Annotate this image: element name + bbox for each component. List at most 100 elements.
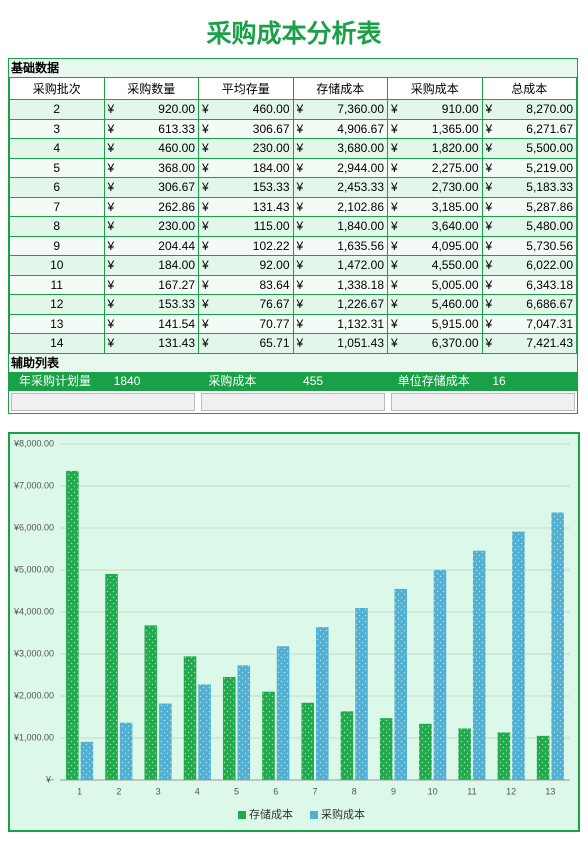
currency: ¥	[391, 316, 398, 331]
currency: ¥	[202, 316, 209, 331]
currency: ¥	[391, 141, 398, 156]
amount: 6,343.18	[526, 277, 573, 292]
currency: ¥	[391, 238, 398, 253]
money: ¥5,183.33	[486, 180, 574, 194]
amount: 6,686.67	[526, 297, 573, 312]
table-row: 7 ¥262.86 ¥131.43 ¥2,102.86 ¥3,185.00 ¥5,287.…	[9, 196, 577, 217]
y-tick-label: ¥8,000.00	[13, 438, 54, 448]
amount: 6,370.00	[431, 336, 479, 351]
currency: ¥	[391, 160, 398, 175]
amount: 4,095.00	[431, 238, 479, 253]
table-row: 12 ¥153.33 ¥76.67 ¥1,226.67 ¥5,460.00 ¥6,686.…	[9, 294, 577, 315]
money: ¥1,051.43	[297, 336, 385, 350]
y-tick-label: ¥4,000.00	[13, 606, 54, 616]
currency: ¥	[202, 102, 209, 117]
table-row: 3 ¥613.33 ¥306.67 ¥4,906.67 ¥1,365.00 ¥6,271.…	[9, 118, 577, 139]
currency: ¥	[202, 199, 209, 214]
table-row: 14 ¥131.43 ¥65.71 ¥1,051.43 ¥6,370.00 ¥7,421.…	[9, 333, 577, 354]
amount: 460.00	[252, 102, 290, 117]
column-header: 平均存量	[198, 77, 294, 100]
currency: ¥	[485, 121, 493, 136]
cell: ¥65.71	[198, 333, 294, 354]
money: ¥141.54	[108, 317, 196, 331]
cell: 14	[9, 333, 105, 354]
scrollbar[interactable]	[11, 392, 195, 411]
money: ¥2,944.00	[297, 161, 385, 175]
cell: ¥910.00	[387, 99, 483, 120]
scrollbars	[9, 390, 577, 413]
cell: ¥4,550.00	[387, 255, 483, 276]
table-row: 11 ¥167.27 ¥83.64 ¥1,338.18 ¥5,005.00 ¥6,343.…	[9, 274, 577, 295]
cell: ¥7,421.43	[481, 333, 577, 354]
cell: ¥167.27	[103, 274, 199, 295]
bar	[340, 711, 354, 780]
money: ¥4,550.00	[391, 258, 479, 272]
currency: ¥	[296, 336, 304, 351]
cell: 5	[9, 157, 105, 178]
money: ¥2,102.86	[297, 200, 385, 214]
money: ¥131.43	[108, 336, 196, 350]
amount: 2,730.00	[431, 180, 479, 195]
money: ¥92.00	[202, 258, 290, 272]
scrollbar[interactable]	[201, 392, 385, 411]
bar	[497, 732, 511, 780]
amount: 153.33	[252, 180, 290, 195]
money: ¥2,730.00	[391, 180, 479, 194]
currency: ¥	[107, 297, 115, 312]
money: ¥460.00	[108, 141, 196, 155]
currency: ¥	[485, 316, 493, 331]
currency: ¥	[107, 219, 115, 234]
money: ¥2,275.00	[391, 161, 479, 175]
cell: ¥5,183.33	[481, 177, 577, 198]
currency: ¥	[107, 277, 115, 292]
currency: ¥	[107, 199, 115, 214]
money: ¥102.22	[202, 239, 290, 253]
currency: ¥	[296, 258, 304, 273]
currency: ¥	[485, 336, 493, 351]
cell: ¥5,287.86	[481, 196, 577, 217]
sheet: 基础数据 采购批次 采购数量 平均存量 存储成本 采购成本 总成本 2 ¥920.00 ¥460…	[8, 58, 578, 414]
cell: ¥2,944.00	[292, 157, 388, 178]
currency: ¥	[485, 141, 493, 156]
money: ¥1,365.00	[391, 122, 479, 136]
cell: 7	[9, 196, 105, 217]
amount: 6,022.00	[526, 258, 573, 273]
currency: ¥	[391, 297, 398, 312]
money: ¥3,640.00	[391, 219, 479, 233]
money: ¥7,360.00	[297, 102, 385, 116]
scrollbar[interactable]	[391, 392, 575, 411]
currency: ¥	[485, 160, 493, 175]
currency: ¥	[107, 160, 115, 175]
cell: ¥131.43	[103, 333, 199, 354]
cell: ¥92.00	[198, 255, 294, 276]
amount: 460.00	[158, 141, 195, 156]
amount: 102.22	[252, 238, 290, 253]
cell: ¥613.33	[103, 118, 199, 139]
amount: 5,219.00	[526, 160, 573, 175]
chart: ¥- ¥1,000.00 ¥2,000.00 ¥3,000.00 ¥4,000.00 ¥5…	[13, 438, 570, 821]
money: ¥153.33	[108, 297, 196, 311]
cell: ¥5,500.00	[481, 138, 577, 159]
x-tick-label: 13	[545, 786, 555, 796]
money: ¥613.33	[108, 122, 196, 136]
table-row: 6 ¥306.67 ¥153.33 ¥2,453.33 ¥2,730.00 ¥5,183.…	[9, 177, 577, 198]
money: ¥5,219.00	[486, 161, 574, 175]
cell: ¥306.67	[198, 118, 294, 139]
aux-value: 455	[303, 373, 324, 388]
currency: ¥	[202, 238, 209, 253]
amount: 5,915.00	[431, 316, 479, 331]
currency: ¥	[296, 297, 304, 312]
bar	[379, 718, 393, 780]
bar	[536, 735, 550, 780]
amount: 204.44	[158, 238, 195, 253]
currency: ¥	[391, 180, 398, 195]
bar	[198, 684, 211, 780]
amount: 184.00	[252, 160, 290, 175]
cell: 6	[9, 177, 105, 198]
money: ¥8,270.00	[486, 102, 574, 116]
currency: ¥	[202, 336, 209, 351]
bar	[183, 656, 197, 780]
bar	[458, 728, 471, 780]
cell: ¥184.00	[103, 255, 199, 276]
cell: ¥7,360.00	[292, 99, 388, 120]
